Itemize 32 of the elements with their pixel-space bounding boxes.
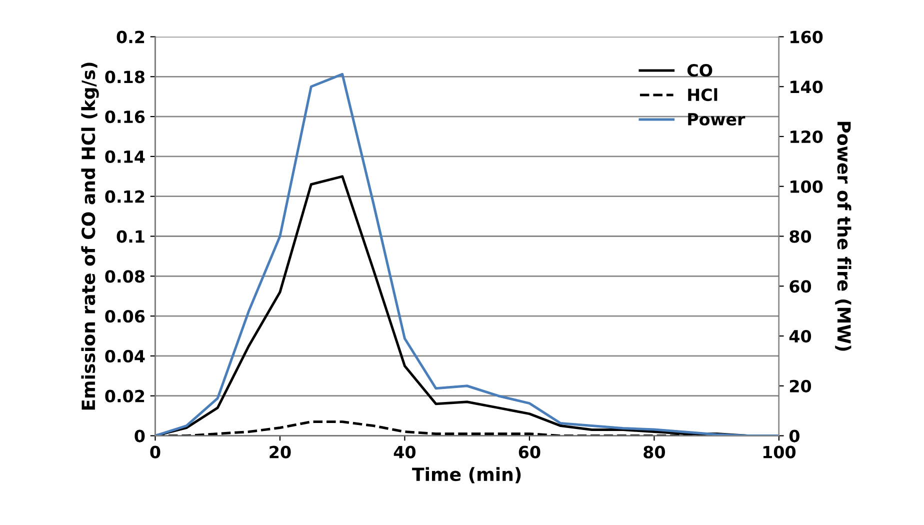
x-tick-label: 40 — [394, 446, 416, 458]
x-axis-title: Time (min) — [412, 467, 521, 484]
legend-label: HCl — [688, 88, 718, 102]
y2-tick-label: 60 — [790, 280, 812, 293]
y-tick-label: 0.2 — [116, 30, 144, 44]
y2-tick-label: 120 — [790, 130, 823, 144]
y-tick-label: 0.1 — [116, 230, 144, 243]
y2-tick-label: 20 — [790, 380, 812, 392]
y2-tick-label: 100 — [790, 180, 823, 193]
y-tick-label: 0.08 — [105, 270, 144, 283]
y2-tick-label: 40 — [789, 330, 812, 343]
y2-tick-label: 140 — [790, 80, 823, 94]
y-tick-label: 0.14 — [105, 150, 145, 164]
y2-tick-label: 160 — [790, 30, 823, 44]
x-tick-label: 100 — [763, 446, 796, 458]
y2-tick-label: 0 — [789, 430, 800, 442]
x-tick-label: 0 — [150, 446, 160, 458]
y-tick-label: 0.18 — [105, 70, 144, 84]
y-tick-label: 0.06 — [105, 310, 145, 323]
x-tick-label: 80 — [644, 446, 665, 458]
y-tick-label: 0 — [134, 430, 145, 442]
y-tick-label: 0.16 — [105, 110, 145, 124]
y-tick-label: 0.12 — [105, 190, 144, 203]
y-axis-title: Emission rate of CO and HCl (kg/s) — [81, 62, 99, 410]
y-tick-label: 0.04 — [105, 350, 145, 363]
x-tick-label: 20 — [270, 446, 291, 458]
legend-label: CO — [687, 64, 712, 77]
legend-label: Power — [688, 113, 746, 126]
y-tick-label: 0.02 — [105, 390, 144, 402]
y2-axis-title: Power of the fire (MW) — [835, 122, 852, 351]
x-tick-label: 60 — [518, 446, 540, 458]
y2-tick-label: 80 — [790, 230, 812, 243]
